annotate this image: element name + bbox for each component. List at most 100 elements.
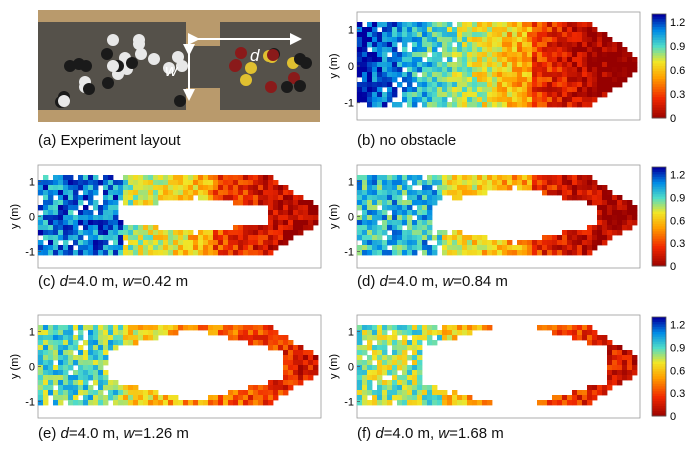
heatmap-cell [432, 57, 438, 63]
heatmap-cell [587, 47, 593, 53]
colorbar-band [652, 29, 666, 33]
heatmap-cell [357, 340, 363, 346]
heatmap-cell [278, 380, 284, 386]
heatmap-cell [577, 27, 583, 33]
heatmap-cell [168, 330, 174, 336]
heatmap-cell [58, 245, 64, 251]
heatmap-cell [447, 325, 453, 331]
heatmap-cell [153, 185, 159, 191]
heatmap-cell [113, 230, 119, 236]
heatmap-cell [178, 400, 184, 406]
heatmap-cell [83, 195, 89, 201]
heatmap-cell [78, 355, 84, 361]
heatmap-cell [612, 82, 618, 88]
heatmap-cell [53, 340, 59, 346]
heatmap-cell [412, 360, 418, 366]
heatmap-cell [532, 57, 538, 63]
heatmap-cell [457, 235, 463, 241]
y-tick-label: 0 [29, 362, 35, 374]
heatmap-cell [532, 22, 538, 28]
heatmap-cell [123, 250, 129, 256]
heatmap-cell [512, 77, 518, 83]
heatmap-cell [362, 370, 368, 376]
heatmap-cell [442, 97, 448, 103]
heatmap-cell [208, 330, 214, 336]
heatmap-cell [362, 210, 368, 216]
heatmap-cell [93, 215, 99, 221]
w-marker: w [165, 61, 178, 80]
heatmap-cell [253, 250, 259, 256]
heatmap-cell [402, 340, 408, 346]
heatmap-cell [367, 52, 373, 58]
heatmap-cell [547, 72, 553, 78]
heatmap-cell [592, 77, 598, 83]
heatmap-cell [73, 340, 79, 346]
heatmap-cell [452, 37, 458, 43]
heatmap-cell [298, 230, 304, 236]
heatmap-cell [53, 370, 59, 376]
heatmap-cell [188, 190, 194, 196]
heatmap-cell [442, 62, 448, 68]
heatmap-cell [357, 225, 363, 231]
colorbar-band [652, 53, 666, 57]
heatmap-cell [223, 330, 229, 336]
heatmap-cell [392, 175, 398, 181]
colorbar-band [652, 238, 666, 242]
heatmap-cell [427, 87, 433, 93]
heatmap-cell [148, 245, 154, 251]
heatmap-cell [557, 185, 563, 191]
heatmap-cell [597, 62, 603, 68]
heatmap-cell [507, 87, 513, 93]
heatmap-cell [258, 340, 264, 346]
heatmap-cell [143, 240, 149, 246]
heatmap-cell [537, 245, 543, 251]
heatmap-cell [158, 180, 164, 186]
heatmap-cell [268, 385, 274, 391]
heatmap-cell [78, 220, 84, 226]
heatmap-cell [392, 77, 398, 83]
heatmap-cell [103, 330, 109, 336]
heatmap-cell [73, 370, 79, 376]
heatmap-cell [407, 62, 413, 68]
heatmap-cell [263, 340, 269, 346]
heatmap-cell [387, 37, 393, 43]
heatmap-cell [587, 62, 593, 68]
heatmap-cell [552, 72, 558, 78]
heatmap-cell [208, 235, 214, 241]
heatmap-cell [542, 235, 548, 241]
heatmap-cell [372, 200, 378, 206]
heatmap-cell [467, 32, 473, 38]
heatmap-cell [607, 230, 613, 236]
heatmap-cell [63, 245, 69, 251]
heatmap-cell [502, 250, 508, 256]
heatmap-cell [597, 57, 603, 63]
heatmap-cell [602, 240, 608, 246]
heatmap-cell [268, 380, 274, 386]
heatmap-cell [397, 52, 403, 58]
heatmap-cell [442, 335, 448, 341]
heatmap-cell [597, 87, 603, 93]
heatmap-cell [412, 390, 418, 396]
heatmap-cell [452, 180, 458, 186]
heatmap-cell [153, 235, 159, 241]
heatmap-cell [562, 82, 568, 88]
heatmap-cell [163, 175, 169, 181]
heatmap-cell [452, 62, 458, 68]
heatmap-cell [522, 62, 528, 68]
heatmap-cell [492, 175, 498, 181]
heatmap-cell [128, 245, 134, 251]
heatmap-cell [113, 385, 119, 391]
heatmap-cell [527, 62, 533, 68]
heatmap-cell [223, 235, 229, 241]
heatmap-cell [357, 400, 363, 406]
heatmap-cell [372, 350, 378, 356]
heatmap-cell [437, 32, 443, 38]
y-axis-label: y (m) [328, 204, 340, 229]
heatmap-cell [402, 180, 408, 186]
heatmap-cell [482, 62, 488, 68]
heatmap-cell [467, 180, 473, 186]
heatmap-cell [268, 345, 274, 351]
heatmap-cell [542, 67, 548, 73]
heatmap-cell [372, 77, 378, 83]
heatmap-cell [367, 102, 373, 108]
